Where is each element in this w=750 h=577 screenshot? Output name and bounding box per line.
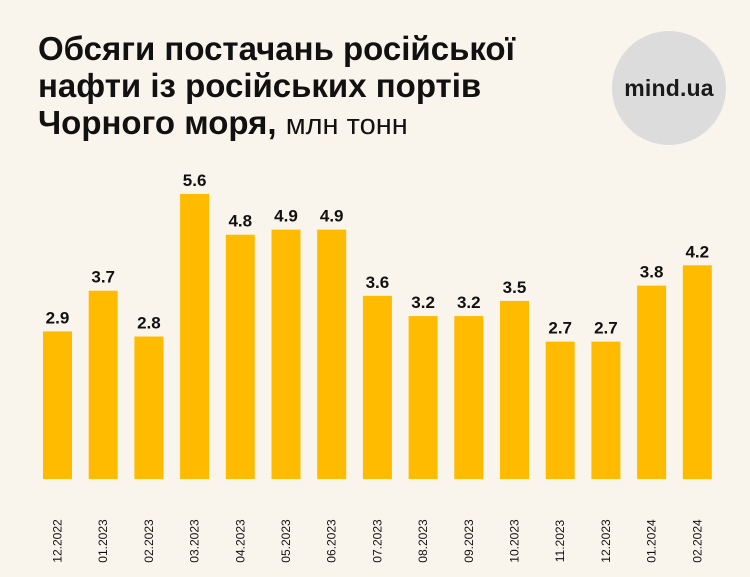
- value-label-01.2023: 3.7: [91, 268, 115, 287]
- bar-08.2023[interactable]: [408, 316, 438, 479]
- value-label-11.2023: 2.7: [548, 319, 572, 338]
- value-label-12.2022: 2.9: [46, 308, 70, 327]
- bar-12.2023[interactable]: [591, 341, 621, 479]
- x-tick-label-04.2023: 04.2023: [233, 519, 247, 563]
- value-label-02.2023: 2.8: [137, 314, 161, 333]
- value-label-04.2023: 4.8: [228, 212, 252, 231]
- x-tick-label-02.2024: 02.2024: [690, 519, 704, 563]
- mind-ua-logo[interactable]: mind.ua: [612, 31, 726, 145]
- value-label-10.2023: 3.5: [503, 278, 527, 297]
- chart-title: Обсяги постачань російської нафти із рос…: [38, 30, 598, 144]
- x-tick-label-02.2023: 02.2023: [142, 519, 156, 563]
- value-label-09.2023: 3.2: [457, 293, 481, 312]
- x-tick-label-09.2023: 09.2023: [462, 519, 476, 563]
- chart-title-text: Обсяги постачань російської нафти із рос…: [38, 30, 515, 141]
- bar-02.2024[interactable]: [682, 265, 712, 480]
- x-tick-label-01.2023: 01.2023: [96, 519, 110, 563]
- bar-04.2023[interactable]: [225, 234, 255, 479]
- logo-text: mind.ua: [624, 74, 714, 101]
- chart-title-unit: млн тонн: [285, 109, 408, 141]
- value-label-07.2023: 3.6: [366, 273, 390, 292]
- bar-06.2023[interactable]: [317, 229, 347, 479]
- bar-11.2023[interactable]: [545, 341, 575, 479]
- value-label-12.2023: 2.7: [594, 319, 618, 338]
- value-label-03.2023: 5.6: [183, 171, 207, 190]
- value-label-08.2023: 3.2: [411, 293, 435, 312]
- x-tick-label-08.2023: 08.2023: [416, 519, 430, 563]
- bar-03.2023[interactable]: [180, 194, 210, 479]
- x-tick-label-03.2023: 03.2023: [188, 519, 202, 563]
- x-tick-label-12.2023: 12.2023: [599, 519, 613, 563]
- x-tick-label-06.2023: 06.2023: [325, 519, 339, 563]
- bar-01.2023[interactable]: [88, 290, 118, 479]
- x-tick-label-07.2023: 07.2023: [370, 519, 384, 563]
- bar-10.2023[interactable]: [500, 300, 529, 479]
- x-tick-label-05.2023: 05.2023: [279, 519, 293, 563]
- bar-05.2023[interactable]: [271, 229, 301, 479]
- bar-07.2023[interactable]: [362, 295, 392, 479]
- x-tick-label-01.2024: 01.2024: [645, 519, 659, 563]
- x-tick-label-10.2023: 10.2023: [508, 519, 522, 563]
- x-tick-label-12.2022: 12.2022: [51, 519, 65, 563]
- bar-09.2023[interactable]: [454, 316, 484, 479]
- bar-01.2024[interactable]: [637, 285, 667, 479]
- value-label-06.2023: 4.9: [320, 207, 344, 226]
- value-label-01.2024: 3.8: [640, 263, 664, 282]
- value-label-02.2024: 4.2: [685, 242, 709, 261]
- value-label-05.2023: 4.9: [274, 207, 298, 226]
- bar-12.2022[interactable]: [43, 331, 72, 479]
- x-tick-label-11.2023: 11.2023: [553, 519, 567, 562]
- bar-02.2023[interactable]: [134, 336, 164, 480]
